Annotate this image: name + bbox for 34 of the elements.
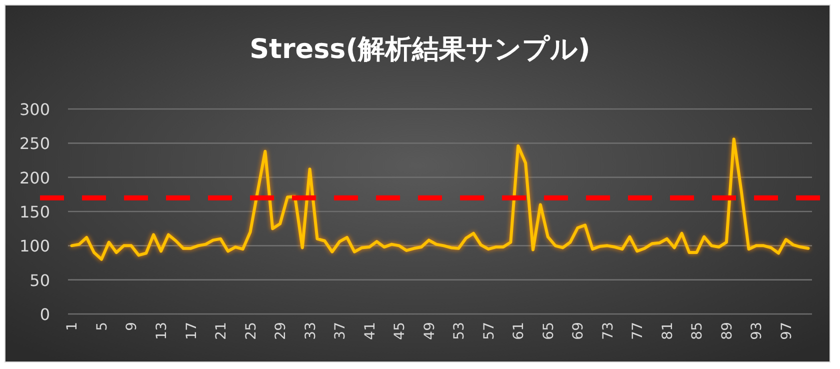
x-tick-label: 85 [690, 322, 706, 340]
x-tick-label: 25 [243, 322, 260, 340]
x-tick-label: 77 [630, 322, 646, 340]
x-tick-label: 89 [719, 322, 736, 340]
x-tick-label: 61 [511, 322, 528, 340]
x-tick-label: 73 [600, 322, 616, 340]
line-series [70, 138, 810, 261]
x-tick-label: 69 [570, 322, 587, 340]
x-tick-label: 65 [540, 322, 557, 340]
y-tick-label: 300 [19, 100, 50, 119]
x-tick-label: 17 [184, 322, 200, 340]
y-tick-label: 100 [19, 236, 50, 256]
x-tick-label: 21 [214, 322, 230, 340]
x-tick-label: 5 [94, 322, 110, 331]
x-tick-label: 49 [422, 322, 438, 340]
y-tick-label: 0 [40, 305, 50, 324]
x-tick-label: 53 [452, 322, 468, 340]
y-tick-label: 200 [19, 168, 50, 188]
y-tick-label: 250 [19, 134, 50, 154]
x-tick-label: 97 [778, 322, 795, 340]
chart-title: Stress(解析結果サンプル) [250, 34, 590, 65]
x-tick-label: 29 [273, 322, 290, 340]
x-tick-label: 1 [64, 322, 81, 331]
x-tick-label: 41 [362, 322, 378, 340]
x-tick-label: 13 [154, 322, 170, 340]
x-tick-label: 81 [660, 322, 676, 340]
x-tick-label: 45 [392, 322, 408, 340]
x-tick-label: 33 [302, 322, 319, 340]
x-tick-label: 37 [332, 322, 349, 340]
x-tick-label: 9 [124, 322, 140, 331]
x-tick-label: 93 [749, 322, 766, 340]
x-tick-label: 57 [481, 322, 498, 340]
y-tick-label: 150 [19, 202, 50, 222]
y-tick-label: 50 [30, 270, 50, 290]
